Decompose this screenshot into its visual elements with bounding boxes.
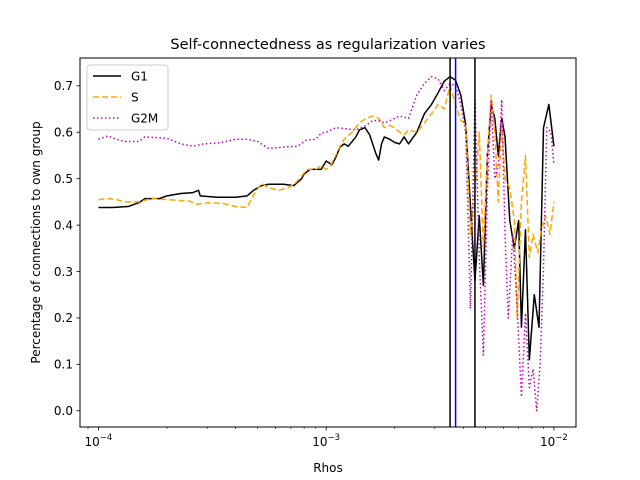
- y-tick-label: 0.3: [54, 265, 73, 279]
- series-layer: [98, 75, 555, 412]
- series-line-g2m: [98, 75, 555, 412]
- y-tick-label: 0.0: [54, 404, 73, 418]
- y-tick-label: 0.5: [54, 172, 73, 186]
- y-tick-label: 0.6: [54, 126, 73, 140]
- series-line-s: [98, 85, 555, 319]
- legend: G1 S G2M: [86, 64, 169, 131]
- x-axis-label: Rhos: [313, 461, 343, 475]
- legend-label-g2m: G2M: [131, 111, 158, 125]
- chart-title: Self-connectedness as regularization var…: [170, 37, 485, 53]
- y-tick-label: 0.4: [54, 218, 73, 232]
- x-tick-label: 10−3: [312, 433, 340, 449]
- y-axis: 0.0 0.1 0.2 0.3 0.4 0.5 0.6 0.7: [54, 79, 80, 418]
- y-tick-label: 0.7: [54, 79, 73, 93]
- x-axis: 10−4 10−3 10−2: [85, 427, 568, 449]
- y-axis-label: Percentage of connections to own group: [29, 121, 43, 363]
- legend-box: [86, 64, 169, 131]
- legend-label-s: S: [131, 90, 139, 104]
- y-tick-label: 0.2: [54, 311, 73, 325]
- plot-frame: [79, 57, 577, 428]
- x-tick-label: 10−2: [540, 433, 568, 449]
- series-line-g1: [98, 75, 555, 361]
- x-tick-label: 10−4: [85, 433, 113, 449]
- legend-label-g1: G1: [131, 69, 148, 83]
- vline-layer: [449, 58, 476, 427]
- y-tick-label: 0.1: [54, 358, 73, 372]
